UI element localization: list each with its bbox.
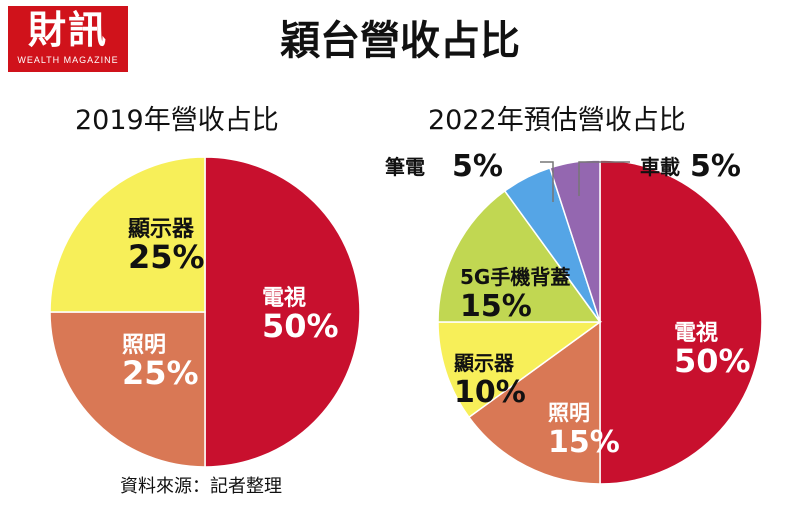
pie-2022-slice-3-value: 15% (460, 289, 532, 324)
pie-2019-slice-0-label: 電視 (262, 286, 306, 311)
pie-2022-slice-1 (467, 320, 601, 485)
pie-2019-slice-2-label: 顯示器 (128, 217, 195, 242)
pie-2022-slice-2-value: 10% (454, 375, 526, 410)
pie-2022-slice-4-value: 5% (452, 149, 503, 184)
pie-2022-slice-4-label: 筆電 (385, 155, 425, 179)
pie-2022-slice-5 (548, 159, 601, 323)
pie-2022-slice-5-value: 5% (690, 149, 741, 184)
pie-2019-slice-0 (204, 156, 361, 468)
pie-2022-slice-0 (599, 159, 763, 485)
pie-2019-title: 2019年營收占比 (75, 105, 279, 136)
pie-2019-slice-1-value: 25% (122, 354, 199, 392)
pie-2022-slice-0-value: 50% (674, 342, 751, 380)
pie-2022-slice-1-label: 照明 (548, 401, 590, 425)
pie-2022-leader-5 (578, 161, 630, 196)
pie-2022-slice-3 (437, 189, 602, 323)
pie-2022-slice-0-label: 電視 (674, 321, 718, 346)
pie-2019-slice-0-value: 50% (262, 307, 339, 345)
pie-2019-slice-1-label: 照明 (122, 333, 166, 358)
pie-2022-slice-2-label: 顯示器 (454, 351, 515, 375)
brand-logo: 財訊 WEALTH MAGAZINE (8, 6, 128, 72)
chart-title: 穎台營收占比 (280, 17, 520, 64)
brand-name: 財訊 (27, 7, 108, 52)
pie-2019-slice-1 (49, 311, 206, 468)
brand-tagline: WEALTH MAGAZINE (17, 55, 119, 65)
pie-2022-slice-1-value: 15% (548, 425, 620, 460)
pie-2019-slice-2 (49, 156, 206, 313)
pie-2022-slice-2 (437, 321, 603, 419)
pie-2022-leader-4 (540, 161, 554, 202)
pie-2019-slice-2-value: 25% (128, 238, 205, 276)
pie-2022-slice-3-label: 5G手機背蓋 (460, 265, 570, 289)
source-note: 資料來源：記者整理 (120, 476, 282, 497)
pie-2022-title: 2022年預估營收占比 (428, 105, 686, 136)
pie-2022-slice-5-label: 車載 (640, 155, 680, 179)
